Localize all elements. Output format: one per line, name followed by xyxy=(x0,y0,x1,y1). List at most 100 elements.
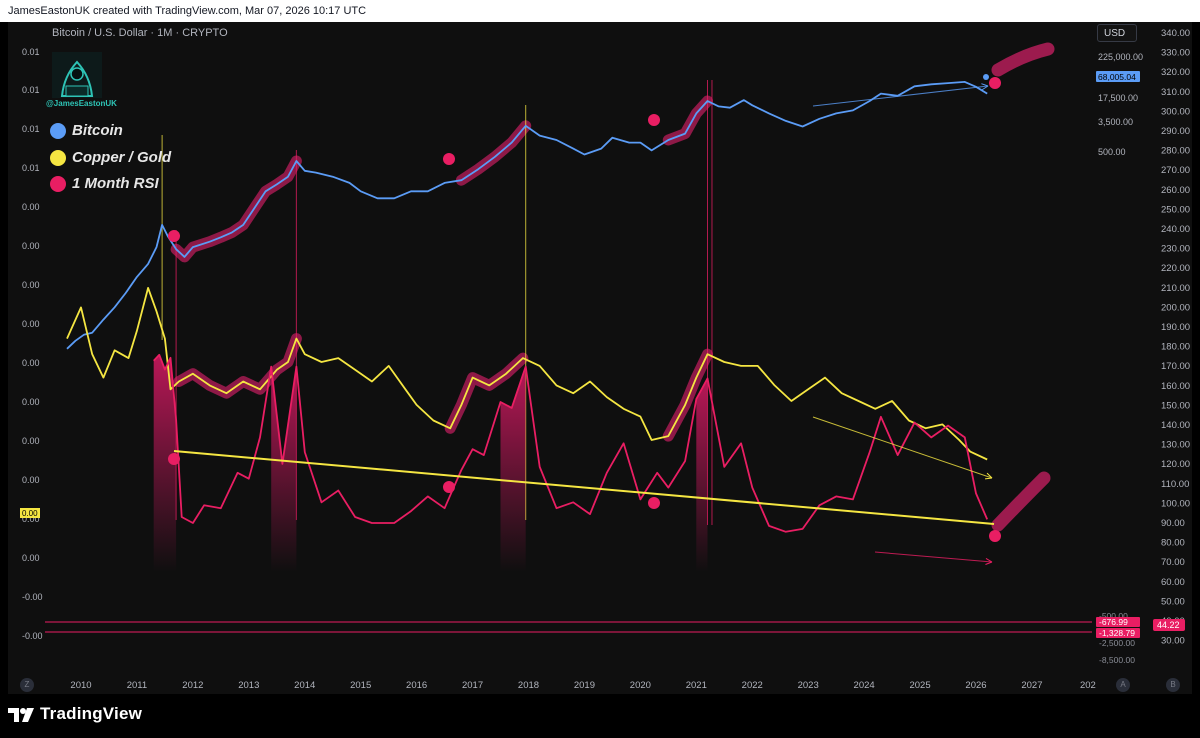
signal-dot xyxy=(168,230,180,242)
bitcoin-price-badge-bg xyxy=(1096,71,1140,82)
signal-dot xyxy=(168,453,180,465)
right-axis-tick: 120.00 xyxy=(1161,459,1190,470)
signal-dot xyxy=(989,530,1001,542)
rsi-dot-icon xyxy=(50,175,66,192)
right-axis-tick: 180.00 xyxy=(1161,342,1190,353)
x-axis-tick: 2012 xyxy=(182,680,203,691)
right-axis-tick: 130.00 xyxy=(1161,440,1190,451)
author-handle: @JamesEastonUK xyxy=(46,99,117,108)
tradingview-logo[interactable]: TradingView xyxy=(8,704,142,724)
bitcoin-dot-icon xyxy=(50,122,66,139)
rsi-scale-badge: -1,328.79 xyxy=(1099,628,1135,638)
left-axis-tick: 0.00 xyxy=(22,280,40,290)
left-axis-tick: 0.00 xyxy=(22,475,40,485)
copper-gold-dot-icon xyxy=(50,149,66,166)
left-axis-tick: 0.00 xyxy=(22,514,40,524)
bitcoin-scale-tick: 3,500.00 xyxy=(1098,117,1133,127)
left-axis-tick: 0.01 xyxy=(22,163,40,173)
x-axis-tick: 2027 xyxy=(1021,680,1042,691)
legend-item-bitcoin: Bitcoin xyxy=(50,122,123,139)
left-axis-tick: 0.00 xyxy=(22,397,40,407)
bitcoin-price-badge: 68,005.04 xyxy=(1098,72,1136,82)
right-axis-tick: 170.00 xyxy=(1161,361,1190,372)
auto-scale-a-button[interactable]: A xyxy=(1116,678,1130,692)
bitcoin-scale-tick: 17,500.00 xyxy=(1098,93,1138,103)
right-axis-tick: 310.00 xyxy=(1161,87,1190,98)
series-layer xyxy=(66,81,989,533)
rsi-trend-arrow-head xyxy=(985,557,993,565)
rsi-scale-badge-bg xyxy=(1096,628,1140,638)
right-axis-tick: 250.00 xyxy=(1161,204,1190,215)
scale-b-button[interactable]: B xyxy=(1166,678,1180,692)
left-axis-tick: 0.01 xyxy=(22,47,40,57)
left-axis-badge-bg xyxy=(20,508,40,518)
legend-item-copper-gold: Copper / Gold xyxy=(50,149,171,166)
legend-label: Bitcoin xyxy=(72,122,123,139)
copper-gold-trend-arrow-head xyxy=(984,472,993,480)
right-axis-tick: 60.00 xyxy=(1161,577,1185,588)
rsi-scale-tick: -500.00 xyxy=(1099,611,1128,621)
rsi-badge-bg xyxy=(1153,619,1185,631)
right-axis-tick: 50.00 xyxy=(1161,596,1185,607)
right-axis-tick: 160.00 xyxy=(1161,381,1190,392)
bitcoin-line xyxy=(66,81,988,350)
right-axis-tick: 270.00 xyxy=(1161,165,1190,176)
rsi-peak-fill xyxy=(500,366,526,572)
x-axis-tick: 2022 xyxy=(742,680,763,691)
brand-name: TradingView xyxy=(40,704,143,723)
x-axis-tick: 2011 xyxy=(127,680,147,691)
legend-label: Copper / Gold xyxy=(72,149,172,166)
right-axis-tick: 240.00 xyxy=(1161,224,1190,235)
signal-dot xyxy=(443,153,455,165)
right-axis-tick: 100.00 xyxy=(1161,498,1190,509)
rsi-scale-tick: -2,500.00 xyxy=(1099,638,1135,648)
x-axis-tick: 2021 xyxy=(686,680,707,691)
signal-dot xyxy=(443,481,455,493)
author-avatar xyxy=(52,52,102,98)
right-axis-tick: 330.00 xyxy=(1161,48,1190,59)
rsi-badge: 44.22 xyxy=(1157,620,1180,630)
highlight-band xyxy=(170,155,302,263)
bitcoin-trend-arrow-head xyxy=(981,83,989,91)
rsi-peak-fill xyxy=(696,378,708,572)
x-axis-tick: 2016 xyxy=(406,680,427,691)
rsi-scale-badge: -676.99 xyxy=(1099,617,1128,627)
footer xyxy=(0,694,1200,738)
signal-dot xyxy=(648,114,660,126)
left-axis-tick: 0.00 xyxy=(22,319,40,329)
left-axis-badge: 0.00 xyxy=(22,509,38,518)
right-axis-tick: 280.00 xyxy=(1161,146,1190,157)
chart-panel[interactable] xyxy=(8,22,1192,694)
legend-item-rsi: 1 Month RSI xyxy=(50,175,159,192)
rsi-peak-fill xyxy=(271,366,297,572)
right-axis-tick: 190.00 xyxy=(1161,322,1190,333)
symbol-title: Bitcoin / U.S. Dollar · 1M · CRYPTO xyxy=(52,27,228,39)
left-axis-tick: 0.01 xyxy=(22,124,40,134)
left-axis-tick: 0.00 xyxy=(22,436,40,446)
x-axis-tick: 2015 xyxy=(350,680,371,691)
left-axis-tick: 0.00 xyxy=(22,202,40,212)
bitcoin-projection xyxy=(991,42,1055,77)
x-axis-tick: 2013 xyxy=(238,680,259,691)
highlight-bands-layer xyxy=(170,95,713,442)
currency-button[interactable]: USD xyxy=(1097,24,1137,42)
x-axis-tick: 2018 xyxy=(518,680,539,691)
bitcoin-scale-tick: 225,000.00 xyxy=(1098,52,1143,62)
x-axis-tick: 2019 xyxy=(574,680,595,691)
right-axis-tick: 140.00 xyxy=(1161,420,1190,431)
signal-dot xyxy=(989,77,1001,89)
right-axis-tick: 230.00 xyxy=(1161,244,1190,255)
scale-mode-z-button[interactable]: Z xyxy=(20,678,34,692)
copper-gold-trend-arrow xyxy=(812,416,993,479)
left-axis-tick: 0.00 xyxy=(22,241,40,251)
tradingview-logo-icon xyxy=(8,708,34,722)
axes-layer: 0.010.010.010.010.000.000.000.000.000.00… xyxy=(20,28,1190,691)
right-axis-tick: 220.00 xyxy=(1161,263,1190,274)
left-axis-tick: -0.00 xyxy=(22,592,43,602)
bitcoin-trend-arrow xyxy=(812,85,989,107)
x-axis-tick: 2010 xyxy=(70,680,91,691)
right-axis-tick: 210.00 xyxy=(1161,283,1190,294)
chart-header: JamesEastonUK created with TradingView.c… xyxy=(0,0,1200,22)
left-axis-tick: -0.00 xyxy=(22,631,43,641)
